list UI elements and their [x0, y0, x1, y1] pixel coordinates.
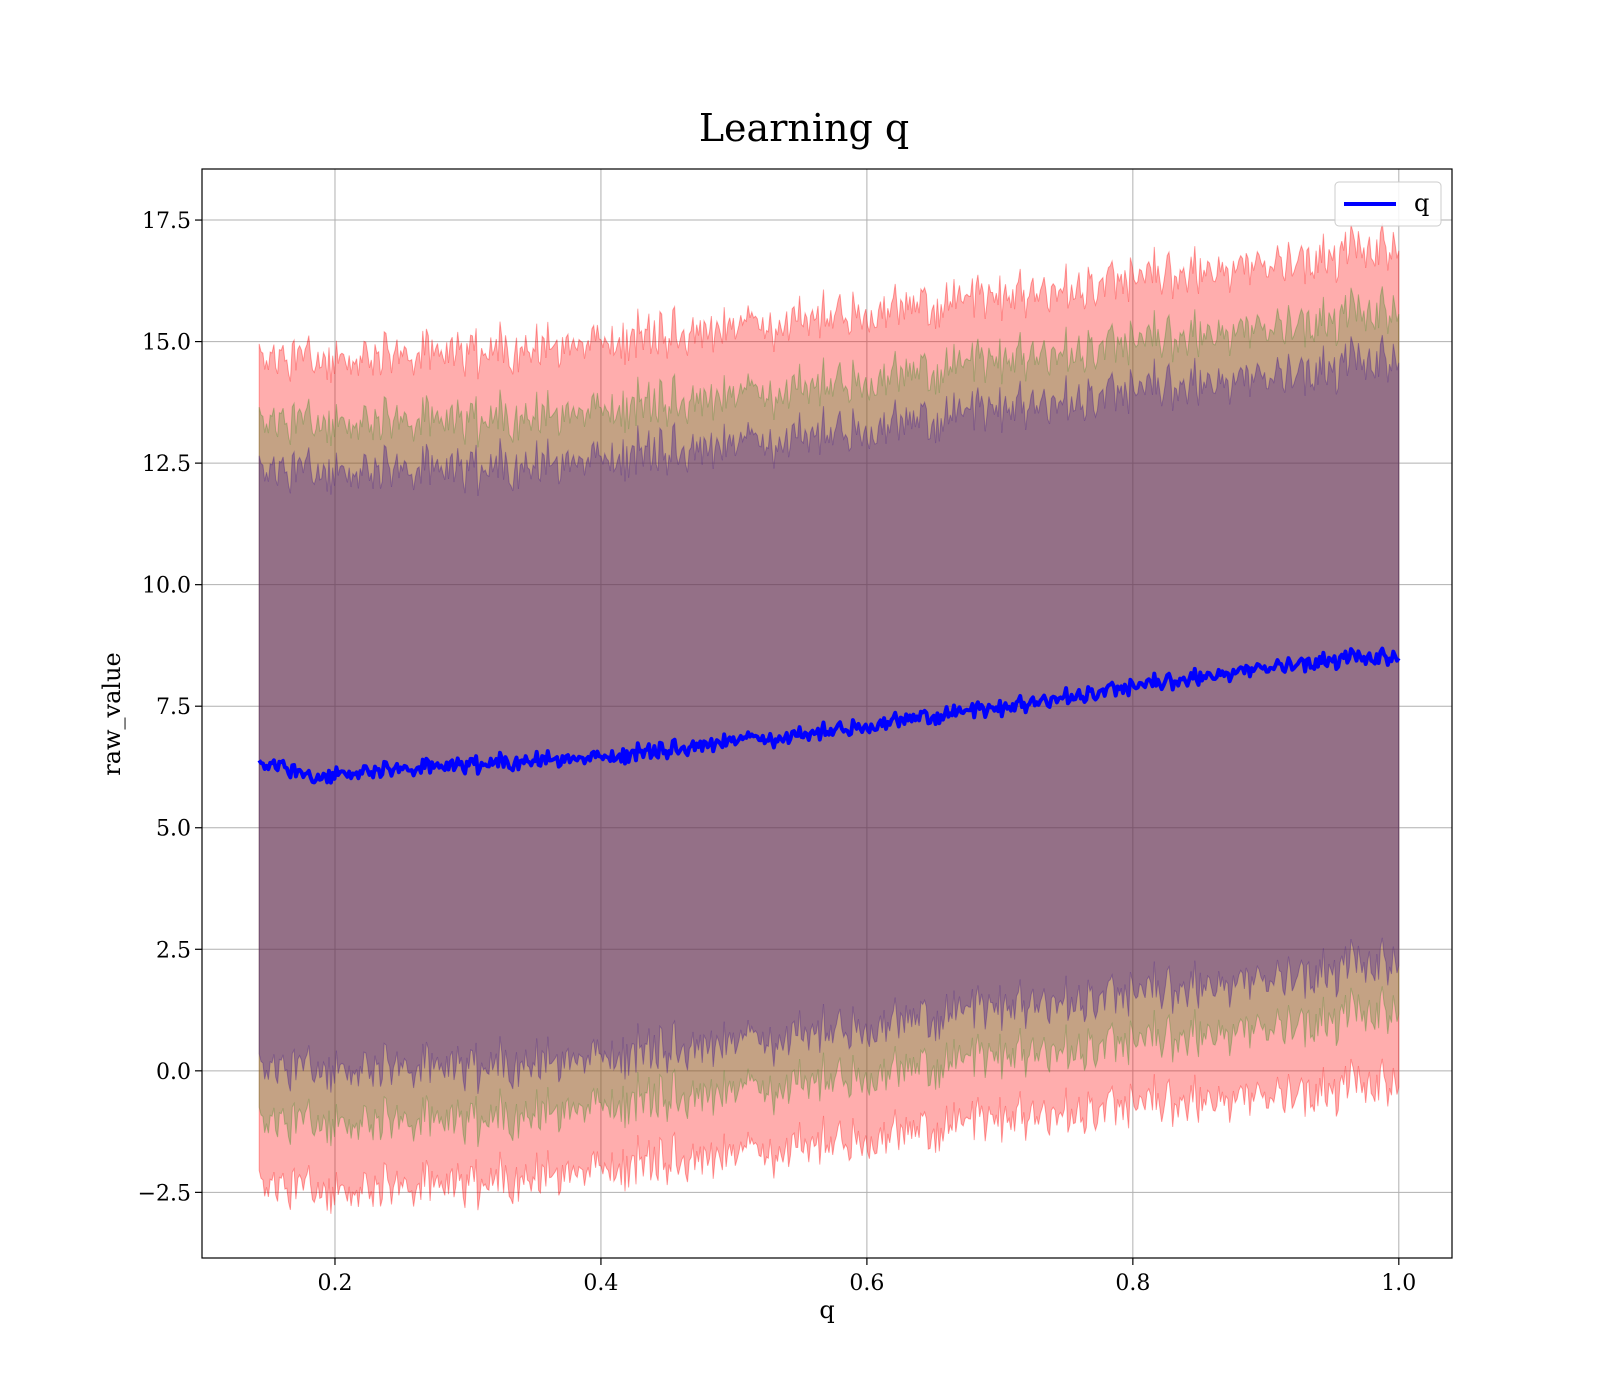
x-tick-label: 0.2 — [317, 1271, 352, 1296]
y-tick-label: 2.5 — [156, 938, 191, 963]
y-tick-label: 15.0 — [142, 331, 191, 356]
x-tick-label: 0.4 — [583, 1271, 618, 1296]
legend: q — [1334, 181, 1442, 227]
x-axis-label: q — [819, 1296, 834, 1324]
x-tick-label: 0.6 — [849, 1271, 884, 1296]
y-tick-label: 7.5 — [156, 695, 191, 720]
band-outer — [258, 223, 1400, 1214]
grid — [202, 169, 1452, 1258]
chart-title: Learning q — [699, 106, 909, 150]
band-middle — [258, 286, 1400, 1148]
y-tick-label: 0.0 — [156, 1060, 191, 1085]
plot-frame — [201, 168, 1453, 1259]
lines — [257, 646, 1401, 785]
x-axis-ticks: 0.2 0.4 0.6 0.8 1.0 — [317, 1258, 1416, 1296]
y-tick-label: 17.5 — [142, 209, 191, 234]
y-tick-label: 5.0 — [156, 817, 191, 842]
band-inner — [258, 334, 1400, 1094]
legend-label-q: q — [1414, 189, 1429, 217]
x-tick-label: 1.0 — [1381, 1271, 1416, 1296]
x-tick-label: 0.8 — [1115, 1271, 1150, 1296]
y-axis-ticks: −2.5 0.0 2.5 5.0 7.5 10.0 12.5 15.0 17.5 — [138, 209, 202, 1206]
y-tick-label: 10.0 — [142, 574, 191, 599]
series-line-q — [257, 646, 1401, 785]
y-axis-label: raw_value — [98, 652, 126, 776]
y-tick-label: 12.5 — [142, 452, 191, 477]
y-tick-label: −2.5 — [138, 1181, 191, 1206]
bands — [258, 223, 1400, 1214]
